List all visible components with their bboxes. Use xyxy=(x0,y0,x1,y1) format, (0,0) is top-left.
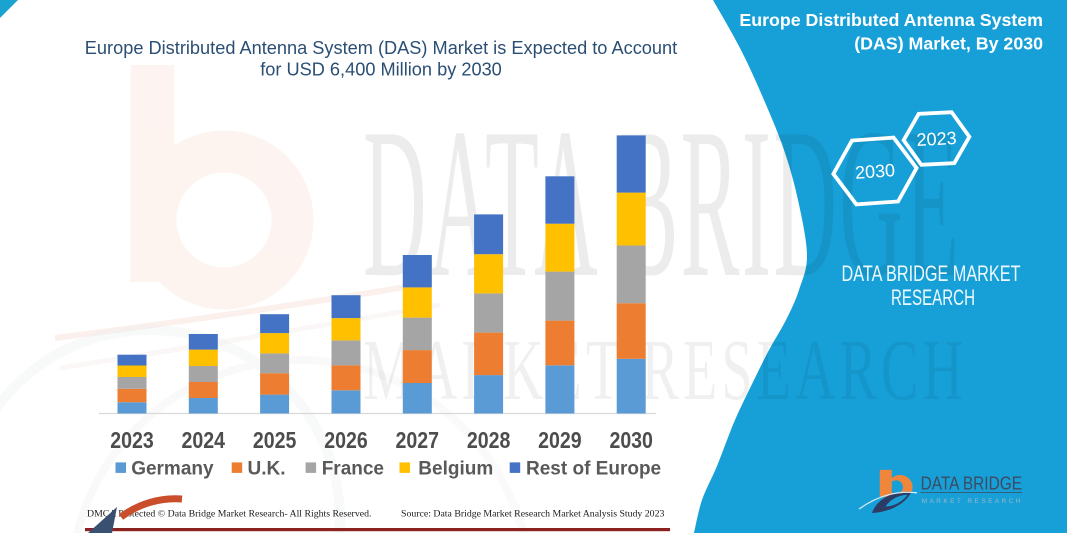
svg-text:2025: 2025 xyxy=(253,427,297,453)
svg-text:2026: 2026 xyxy=(324,427,368,453)
svg-text:DMCA Protected © Data Bridge M: DMCA Protected © Data Bridge Market Rese… xyxy=(87,509,371,520)
svg-text:2023: 2023 xyxy=(916,128,957,150)
svg-text:Germany: Germany xyxy=(131,459,214,480)
svg-text:Europe Distributed Antenna Sys: Europe Distributed Antenna System xyxy=(739,10,1043,30)
svg-text:2028: 2028 xyxy=(467,427,511,453)
svg-text:Belgium: Belgium xyxy=(418,459,493,480)
svg-text:2024: 2024 xyxy=(182,427,226,453)
svg-text:(DAS) Market, By 2030: (DAS) Market, By 2030 xyxy=(854,34,1043,54)
svg-text:MARKET RESEARCH: MARKET RESEARCH xyxy=(363,322,963,418)
svg-text:Europe Distributed Antenna Sys: Europe Distributed Antenna System (DAS) … xyxy=(85,38,677,58)
svg-text:2030: 2030 xyxy=(854,160,895,183)
svg-text:RESEARCH: RESEARCH xyxy=(891,285,975,310)
svg-text:Rest of Europe: Rest of Europe xyxy=(526,459,661,480)
svg-text:2030: 2030 xyxy=(609,427,653,453)
svg-text:2023: 2023 xyxy=(110,427,154,453)
svg-text:2027: 2027 xyxy=(396,427,440,453)
svg-text:DATA BRIDGE: DATA BRIDGE xyxy=(921,474,1022,494)
svg-text:Source: Data Bridge Market Res: Source: Data Bridge Market Research Mark… xyxy=(401,509,664,520)
svg-text:U.K.: U.K. xyxy=(248,459,286,480)
svg-text:DATA BRIDGE MARKET: DATA BRIDGE MARKET xyxy=(842,261,1021,286)
svg-text:France: France xyxy=(322,459,384,480)
svg-text:for USD 6,400 Million by 2030: for USD 6,400 Million by 2030 xyxy=(260,60,502,80)
svg-text:MARKET RESEARCH: MARKET RESEARCH xyxy=(922,498,1021,505)
svg-text:2029: 2029 xyxy=(538,427,582,453)
